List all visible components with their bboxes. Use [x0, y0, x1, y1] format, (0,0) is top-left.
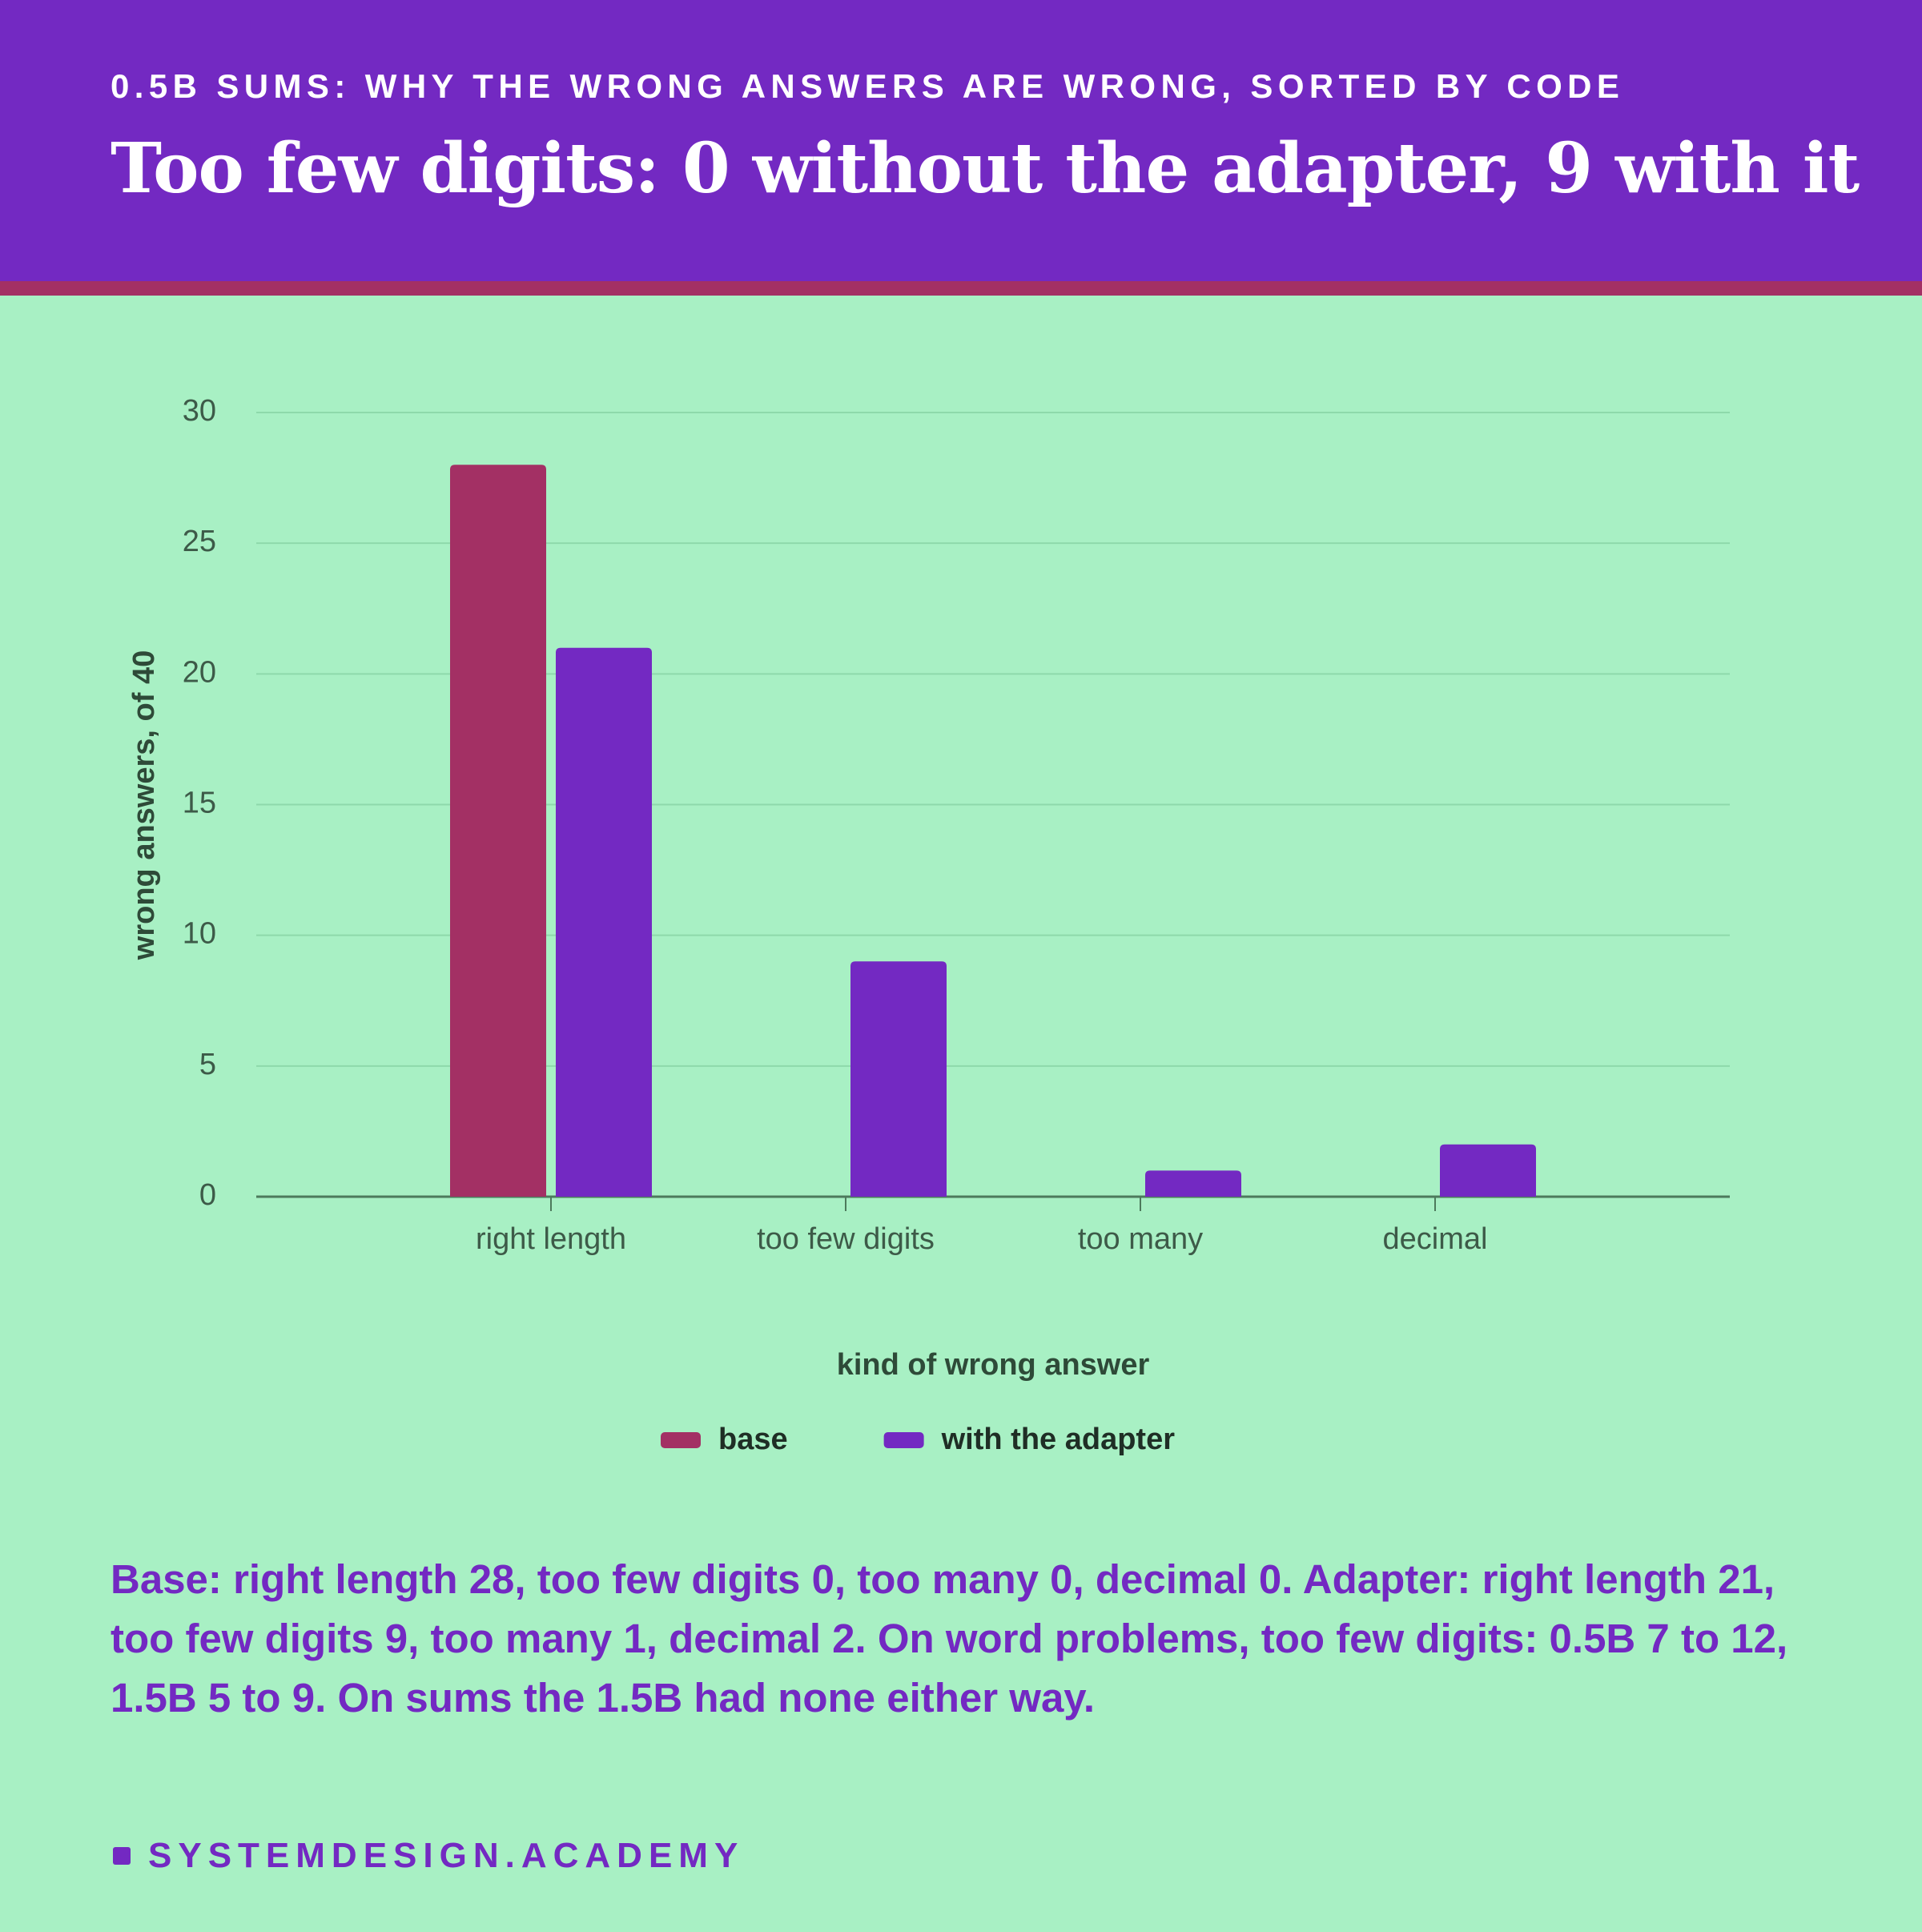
footer: SYSTEMDESIGN.ACADEMY: [148, 1836, 745, 1875]
legend-label: base: [718, 1423, 788, 1456]
x-tick-label: too few digits: [757, 1222, 935, 1256]
bar: [1145, 1170, 1241, 1197]
y-tick-label: 25: [183, 525, 216, 558]
y-tick-label: 5: [199, 1048, 216, 1081]
x-tick-label: decimal: [1383, 1222, 1488, 1256]
y-tick-label: 15: [183, 787, 216, 820]
chart-title: Too few digits: 0 without the adapter, 9…: [111, 128, 1860, 209]
x-axis-label: kind of wrong answer: [837, 1348, 1150, 1382]
x-tick-label: right length: [476, 1222, 626, 1256]
legend-swatch: [883, 1432, 924, 1448]
y-tick-label: 10: [183, 917, 216, 951]
legend-label: with the adapter: [941, 1423, 1176, 1456]
header-band: [0, 0, 1922, 281]
bar: [1440, 1144, 1536, 1197]
legend-swatch: [661, 1432, 701, 1448]
y-tick-label: 20: [183, 655, 216, 689]
bar: [556, 647, 652, 1197]
kicker: 0.5B SUMS: WHY THE WRONG ANSWERS ARE WRO…: [111, 67, 1625, 105]
header-stripe: [0, 281, 1922, 296]
y-axis-label: wrong answers, of 40: [127, 650, 161, 960]
bar: [450, 465, 546, 1197]
note: Base: right length 28, too few digits 0,…: [111, 1556, 1788, 1721]
y-tick-label: 30: [183, 394, 216, 428]
x-tick-label: too many: [1078, 1222, 1203, 1256]
y-tick-label: 0: [199, 1178, 216, 1212]
footer-icon: [113, 1847, 131, 1865]
bar: [850, 961, 947, 1197]
